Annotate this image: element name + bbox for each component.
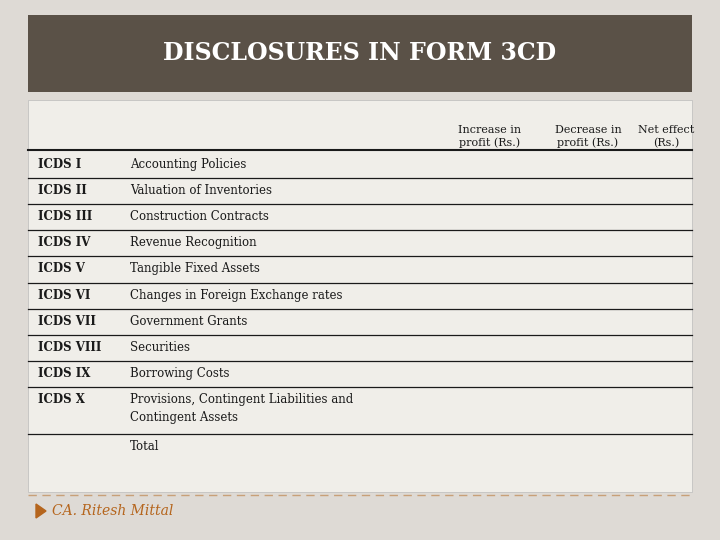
Text: ICDS III: ICDS III <box>38 210 92 223</box>
Text: Changes in Foreign Exchange rates: Changes in Foreign Exchange rates <box>130 288 343 301</box>
Text: ICDS VII: ICDS VII <box>38 315 96 328</box>
Text: Government Grants: Government Grants <box>130 315 248 328</box>
Text: ICDS II: ICDS II <box>38 184 86 197</box>
Text: ICDS VIII: ICDS VIII <box>38 341 102 354</box>
Text: Total: Total <box>130 440 160 453</box>
Text: Construction Contracts: Construction Contracts <box>130 210 269 223</box>
Text: Decrease in
profit (Rs.): Decrease in profit (Rs.) <box>554 125 621 148</box>
Text: ICDS IX: ICDS IX <box>38 367 91 380</box>
Text: Revenue Recognition: Revenue Recognition <box>130 237 256 249</box>
Text: DISCLOSURES IN FORM 3CD: DISCLOSURES IN FORM 3CD <box>163 42 557 65</box>
Text: Net effect
(Rs.): Net effect (Rs.) <box>638 125 694 148</box>
Text: ICDS I: ICDS I <box>38 158 81 171</box>
Text: Valuation of Inventories: Valuation of Inventories <box>130 184 272 197</box>
Bar <box>28 15 692 92</box>
Polygon shape <box>36 504 46 518</box>
Text: Increase in
profit (Rs.): Increase in profit (Rs.) <box>459 125 521 148</box>
Text: Provisions, Contingent Liabilities and
Contingent Assets: Provisions, Contingent Liabilities and C… <box>130 393 354 424</box>
Text: ICDS V: ICDS V <box>38 262 85 275</box>
Text: Borrowing Costs: Borrowing Costs <box>130 367 230 380</box>
Text: Securities: Securities <box>130 341 190 354</box>
Bar <box>28 100 692 492</box>
Text: ICDS IV: ICDS IV <box>38 237 91 249</box>
Text: CA. Ritesh Mittal: CA. Ritesh Mittal <box>52 504 174 518</box>
Text: ICDS X: ICDS X <box>38 393 85 406</box>
Text: Accounting Policies: Accounting Policies <box>130 158 246 171</box>
Text: ICDS VI: ICDS VI <box>38 288 91 301</box>
Text: Tangible Fixed Assets: Tangible Fixed Assets <box>130 262 260 275</box>
